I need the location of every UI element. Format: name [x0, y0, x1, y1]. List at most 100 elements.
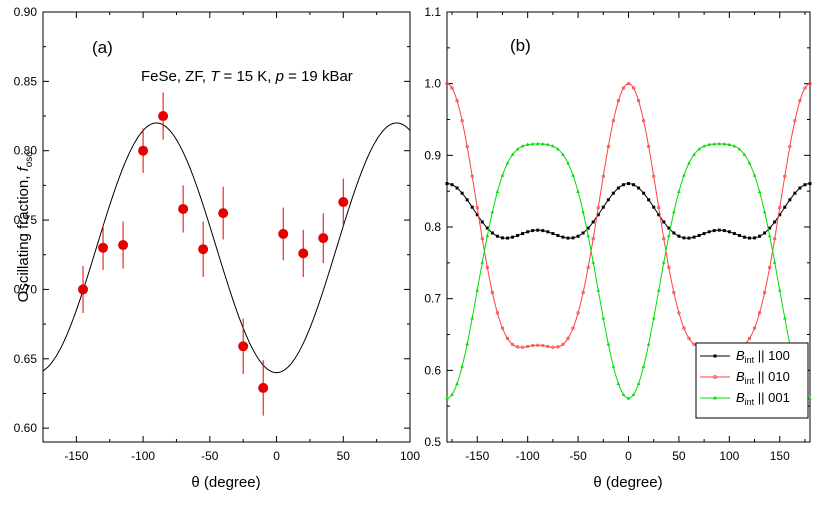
series-marker [525, 142, 530, 146]
series-marker [747, 161, 752, 165]
panel-b: -150 -100 -50 0 50 100 150 0.5 0.6 0.7 0.8 0.9 1.0 1.… [424, 5, 812, 491]
series-marker [773, 237, 777, 241]
panel-a-frame [42, 11, 411, 443]
series-marker [450, 392, 454, 396]
series-marker [808, 396, 812, 400]
b-xtick-label: 0 [625, 449, 632, 463]
series-marker [742, 152, 747, 156]
series-marker [758, 234, 762, 238]
data-point [218, 208, 229, 219]
series-marker [536, 343, 540, 347]
series-marker [768, 226, 772, 230]
series-marker [616, 381, 621, 385]
series-marker [657, 205, 661, 210]
series-marker [692, 235, 696, 239]
b-ytick-label: 0.6 [424, 363, 441, 377]
fit-curve [42, 122, 411, 374]
series-marker [627, 182, 630, 186]
series-marker [621, 183, 625, 187]
series-marker [616, 186, 620, 190]
series-marker [651, 316, 656, 320]
series-marker [485, 226, 489, 230]
legend-label: Bint || 001 [736, 390, 790, 407]
series-line [446, 183, 811, 239]
series-marker [762, 290, 767, 295]
series-marker [526, 344, 530, 349]
series-marker [531, 229, 535, 233]
series-marker [490, 290, 495, 295]
series-marker [672, 290, 676, 295]
series-marker [601, 316, 606, 320]
series-marker [657, 213, 661, 217]
series-marker [581, 290, 585, 295]
panel-a-ticks: -150 -100 -50 0 50 100 0.60 0.65 0.70 0.75 0.80 0.8… [14, 5, 421, 463]
series-marker [485, 265, 489, 270]
b-ytick-label: 1.1 [424, 5, 441, 19]
series-marker [742, 235, 746, 239]
a-ytick-label: 0.85 [14, 74, 38, 88]
a-ytick-label: 0.60 [14, 421, 38, 435]
series-marker [455, 381, 459, 385]
series-marker [551, 144, 555, 148]
series-marker [757, 311, 762, 315]
series-marker [556, 345, 560, 349]
panel-a-label: (a) [92, 38, 113, 57]
series-marker [546, 344, 550, 349]
series-marker [707, 142, 711, 146]
series-marker [677, 189, 681, 193]
series-marker [637, 186, 641, 190]
legend-swatch-marker [713, 354, 717, 358]
series-marker [687, 161, 691, 165]
series-marker [753, 236, 757, 240]
panel-b-ticks: -150 -100 -50 0 50 100 150 0.5 0.6 0.7 0.8 0.9 1.0 1.… [424, 5, 810, 463]
series-marker [783, 174, 787, 178]
series-marker [636, 381, 641, 385]
series-marker [793, 119, 797, 123]
series-marker [611, 119, 616, 123]
legend-swatch-marker [713, 395, 717, 400]
series-marker [470, 316, 475, 320]
series-marker [626, 396, 631, 400]
series-marker [506, 236, 509, 240]
series-marker [536, 228, 540, 232]
series-marker [712, 229, 716, 233]
series-marker [480, 260, 485, 264]
legend-label: Bint || 100 [736, 348, 790, 365]
data-point [198, 244, 209, 255]
series-marker [687, 336, 691, 341]
series-marker [626, 82, 631, 86]
b-xtick-label: -100 [516, 449, 540, 463]
panel-a-y-axis-label: Oscillating fraction, fosc [15, 152, 35, 303]
data-point [318, 233, 329, 244]
series-marker [798, 186, 802, 190]
series-marker [692, 342, 696, 347]
series-marker [475, 288, 480, 292]
series-marker [475, 205, 479, 210]
series-marker [752, 326, 757, 330]
series-marker [621, 86, 626, 90]
panel-b-label: (b) [510, 36, 531, 55]
series-marker [485, 233, 490, 238]
series-marker [465, 342, 469, 346]
series-marker [763, 231, 767, 235]
data-point [98, 242, 109, 253]
series-marker [511, 235, 515, 239]
series-marker [505, 161, 510, 165]
panel-b-x-axis-label: θ (degree) [593, 474, 662, 491]
series-marker [783, 205, 787, 209]
series-marker [717, 141, 722, 146]
a-xtick-label: 100 [400, 449, 420, 463]
series-marker [546, 142, 550, 146]
b-xtick-label: -150 [465, 449, 489, 463]
series-marker [586, 265, 590, 270]
series-marker [541, 343, 545, 348]
series-marker [748, 236, 751, 240]
series-marker [566, 336, 570, 341]
series-marker [581, 209, 585, 214]
series-marker [450, 183, 454, 187]
series-marker [611, 364, 616, 368]
series-marker [510, 152, 515, 156]
series-marker [662, 220, 666, 224]
series-marker [465, 198, 469, 202]
data-point [298, 248, 309, 259]
